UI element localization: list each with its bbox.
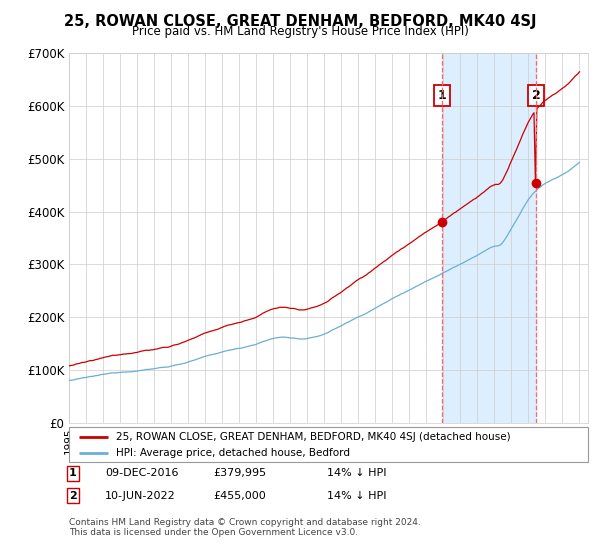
- Text: 1: 1: [438, 89, 446, 102]
- FancyBboxPatch shape: [69, 427, 588, 462]
- Text: 25, ROWAN CLOSE, GREAT DENHAM, BEDFORD, MK40 4SJ (detached house): 25, ROWAN CLOSE, GREAT DENHAM, BEDFORD, …: [116, 432, 511, 442]
- Bar: [442, 53, 536, 423]
- Text: Contains HM Land Registry data © Crown copyright and database right 2024.
This d: Contains HM Land Registry data © Crown c…: [69, 518, 421, 538]
- Text: £379,995: £379,995: [213, 468, 266, 478]
- Text: 10-JUN-2022: 10-JUN-2022: [105, 491, 176, 501]
- Text: 25, ROWAN CLOSE, GREAT DENHAM, BEDFORD, MK40 4SJ: 25, ROWAN CLOSE, GREAT DENHAM, BEDFORD, …: [64, 14, 536, 29]
- Text: 14% ↓ HPI: 14% ↓ HPI: [327, 468, 386, 478]
- Text: 2: 2: [69, 491, 77, 501]
- Text: £455,000: £455,000: [213, 491, 266, 501]
- Text: 09-DEC-2016: 09-DEC-2016: [105, 468, 179, 478]
- Text: 1: 1: [69, 468, 77, 478]
- Text: 2: 2: [532, 89, 541, 102]
- Text: Price paid vs. HM Land Registry's House Price Index (HPI): Price paid vs. HM Land Registry's House …: [131, 25, 469, 38]
- Text: 14% ↓ HPI: 14% ↓ HPI: [327, 491, 386, 501]
- Text: HPI: Average price, detached house, Bedford: HPI: Average price, detached house, Bedf…: [116, 449, 350, 458]
